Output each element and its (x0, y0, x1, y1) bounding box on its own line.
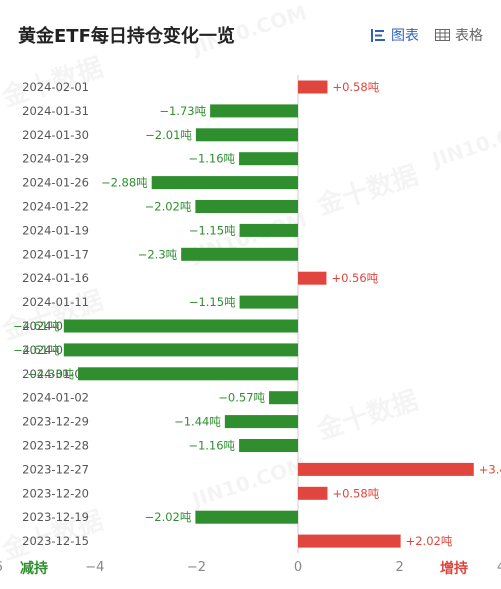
bar (239, 152, 298, 166)
category-label: 2024-02-01 (22, 80, 89, 94)
data-label: −2.02吨 (145, 510, 192, 524)
view-toggle: 图表 表格 (371, 25, 483, 45)
chart-view-button[interactable]: 图表 (371, 25, 419, 45)
data-label: −1.15吨 (189, 295, 236, 309)
bar (210, 104, 298, 118)
data-label: −1.16吨 (188, 152, 235, 166)
chart-view-label: 图表 (391, 28, 419, 44)
x-tick-label: −2 (187, 560, 206, 575)
data-label: +0.56吨 (331, 271, 378, 285)
bar (298, 80, 328, 94)
bar (298, 534, 401, 548)
bar (78, 367, 298, 381)
category-label: 2023-12-28 (22, 439, 89, 453)
data-label: +2.02吨 (406, 534, 453, 548)
category-label: 2024-01-17 (22, 247, 89, 261)
bar (195, 200, 298, 213)
x-tick-label: 2 (395, 560, 403, 575)
data-label: −1.15吨 (189, 223, 236, 237)
x-tick-label: 4 (497, 560, 501, 575)
data-label: −1.73吨 (159, 104, 206, 118)
category-label: 2024-01-29 (22, 152, 89, 166)
bar (239, 295, 298, 309)
category-label: 2024-01-31 (22, 104, 89, 118)
bar (298, 486, 328, 500)
bar (63, 319, 299, 333)
data-label: −0.57吨 (218, 391, 265, 405)
legend-increase: 增持 (440, 561, 468, 577)
data-label: −1.44吨 (174, 415, 221, 429)
category-label: 2024-01-26 (22, 176, 89, 190)
x-tick-label: 0 (294, 560, 302, 575)
bar (195, 128, 298, 142)
x-tick-label: −6 (0, 560, 3, 575)
bar (239, 223, 298, 237)
data-label: −2.88吨 (101, 176, 148, 190)
data-label: +0.58吨 (332, 80, 379, 94)
data-label: −4.33吨 (27, 367, 74, 381)
bar (224, 415, 298, 429)
category-label: 2024-01-02 (22, 391, 89, 405)
table-view-button[interactable]: 表格 (435, 25, 483, 45)
x-tick-label: −4 (85, 560, 104, 575)
bar (151, 176, 298, 190)
category-label: 2024-01-22 (22, 200, 89, 214)
category-label: 2023-12-15 (22, 534, 89, 548)
data-label: +3.46吨 (479, 462, 501, 476)
category-label: 2023-12-19 (22, 510, 89, 524)
data-label: −2.3吨 (138, 247, 178, 261)
bar (63, 343, 299, 357)
data-label: −2.01吨 (145, 128, 192, 142)
table-icon (435, 29, 450, 41)
category-label: 2023-12-20 (22, 486, 89, 500)
category-label: 2024-01-11 (22, 295, 89, 309)
bar (239, 439, 298, 452)
page-title: 黄金ETF每日持仓变化一览 (18, 26, 235, 47)
category-label: 2023-12-27 (22, 462, 89, 476)
data-label: −2.02吨 (145, 200, 192, 214)
data-label: −4.61吨 (13, 319, 60, 333)
chart-icon (371, 28, 386, 42)
bar (181, 247, 298, 261)
legend-decrease: 减持 (20, 561, 48, 577)
category-label: 2024-01-19 (22, 223, 89, 237)
bar (298, 462, 474, 476)
data-label: +0.58吨 (332, 486, 379, 500)
data-label: −1.16吨 (188, 439, 235, 453)
data-label: −4.61吨 (13, 343, 60, 357)
category-label: 2024-01-30 (22, 128, 89, 142)
bar (195, 510, 298, 524)
table-view-label: 表格 (455, 28, 483, 44)
bar (269, 391, 298, 405)
bar (298, 271, 327, 285)
category-label: 2024-01-16 (22, 271, 89, 285)
category-label: 2023-12-29 (22, 415, 89, 429)
category-label: 2024-01-03 (22, 367, 89, 381)
